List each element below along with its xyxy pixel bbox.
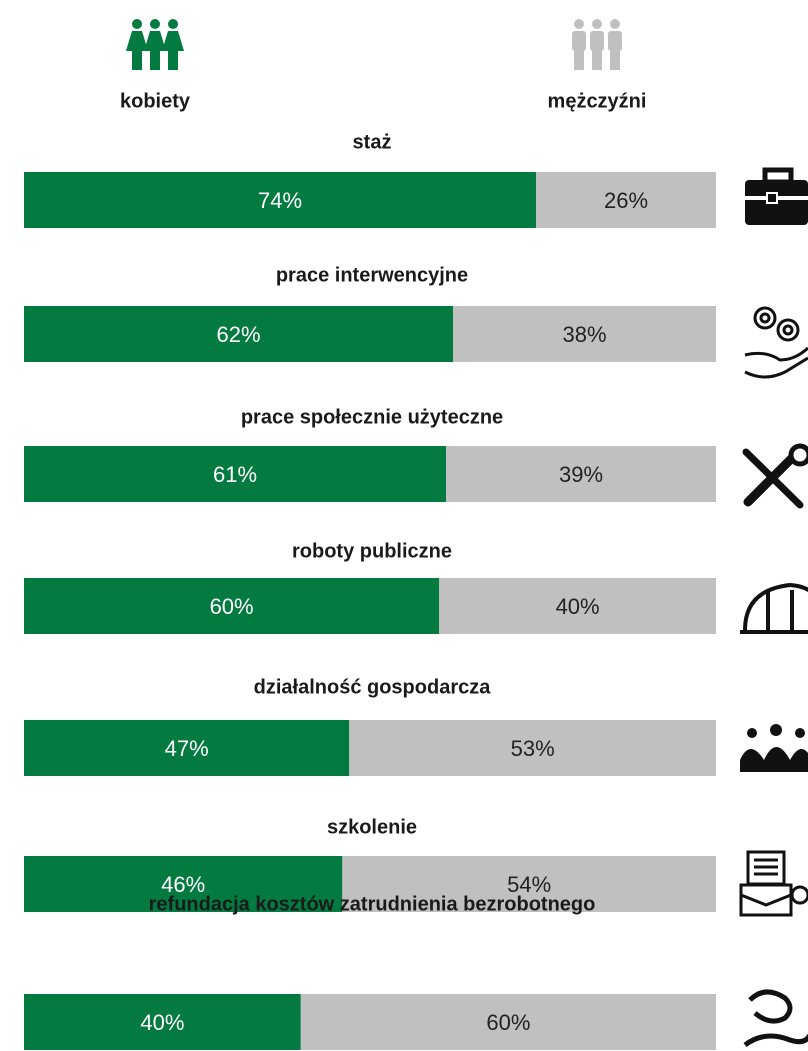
person-icon (162, 19, 184, 70)
legs (592, 50, 602, 70)
handshake-icon (743, 989, 808, 1048)
bar-segment (24, 172, 537, 228)
person-icon (572, 19, 586, 70)
value-label: 74% (258, 188, 302, 213)
bar-segment (453, 306, 716, 362)
head (168, 19, 178, 29)
bar-segment (446, 446, 716, 502)
bar-segment (24, 856, 343, 912)
bar-segment (439, 578, 716, 634)
head (150, 19, 160, 29)
value-label: 39% (559, 462, 603, 487)
legend-mezczyzni: mężczyźni (548, 90, 647, 112)
value-label: 46% (161, 872, 205, 897)
category-title: działalność gospodarcza (254, 676, 492, 698)
bar-segment (24, 994, 301, 1050)
person-icon (608, 19, 622, 70)
legend-label: mężczyźni (548, 90, 647, 112)
documents-icon (739, 850, 808, 917)
value-label: 47% (165, 736, 209, 761)
legs (168, 50, 178, 70)
value-label: 62% (216, 322, 260, 347)
category-title: refundacja kosztów zatrudnienia bezrobot… (149, 893, 596, 915)
bar-segment (300, 994, 716, 1050)
category-title: szkolenie (327, 816, 417, 838)
value-label: 60% (210, 594, 254, 619)
body (590, 31, 604, 51)
person-icon (590, 19, 604, 70)
legend-label: kobiety (120, 90, 191, 112)
bar-segment (24, 578, 440, 634)
body (572, 31, 586, 51)
tools-icon (742, 443, 808, 509)
value-label: 61% (213, 462, 257, 487)
value-label: 38% (562, 322, 606, 347)
legs (132, 50, 142, 70)
helmet-icon (740, 582, 808, 634)
legs (610, 50, 620, 70)
head (592, 19, 602, 29)
bar-segment (24, 720, 350, 776)
body (126, 31, 148, 51)
legs (574, 50, 584, 70)
people-icon (740, 724, 808, 772)
bar-segment (342, 856, 716, 912)
category-title: prace interwencyjne (276, 264, 468, 286)
gears-hand-icon (744, 306, 808, 379)
head (574, 19, 584, 29)
bar-segment (24, 446, 447, 502)
bar-segment (349, 720, 716, 776)
value-label: 53% (511, 736, 555, 761)
person-icon (144, 19, 166, 70)
body (608, 31, 622, 51)
value-label: 40% (556, 594, 600, 619)
value-label: 26% (604, 188, 648, 213)
category-title: staż (353, 131, 392, 153)
value-label: 60% (486, 1010, 530, 1035)
briefcase-icon (745, 167, 808, 225)
body (144, 31, 166, 51)
head (610, 19, 620, 29)
value-label: 54% (507, 872, 551, 897)
legend-kobiety: kobiety (120, 90, 191, 112)
bar-segment (24, 306, 454, 362)
person-icon (126, 19, 148, 70)
value-label: 40% (140, 1010, 184, 1035)
body (162, 31, 184, 51)
category-title: roboty publiczne (292, 540, 452, 562)
head (132, 19, 142, 29)
category-title: prace społecznie użyteczne (241, 406, 503, 428)
legs (150, 50, 160, 70)
bar-segment (536, 172, 716, 228)
icons (739, 167, 808, 1048)
